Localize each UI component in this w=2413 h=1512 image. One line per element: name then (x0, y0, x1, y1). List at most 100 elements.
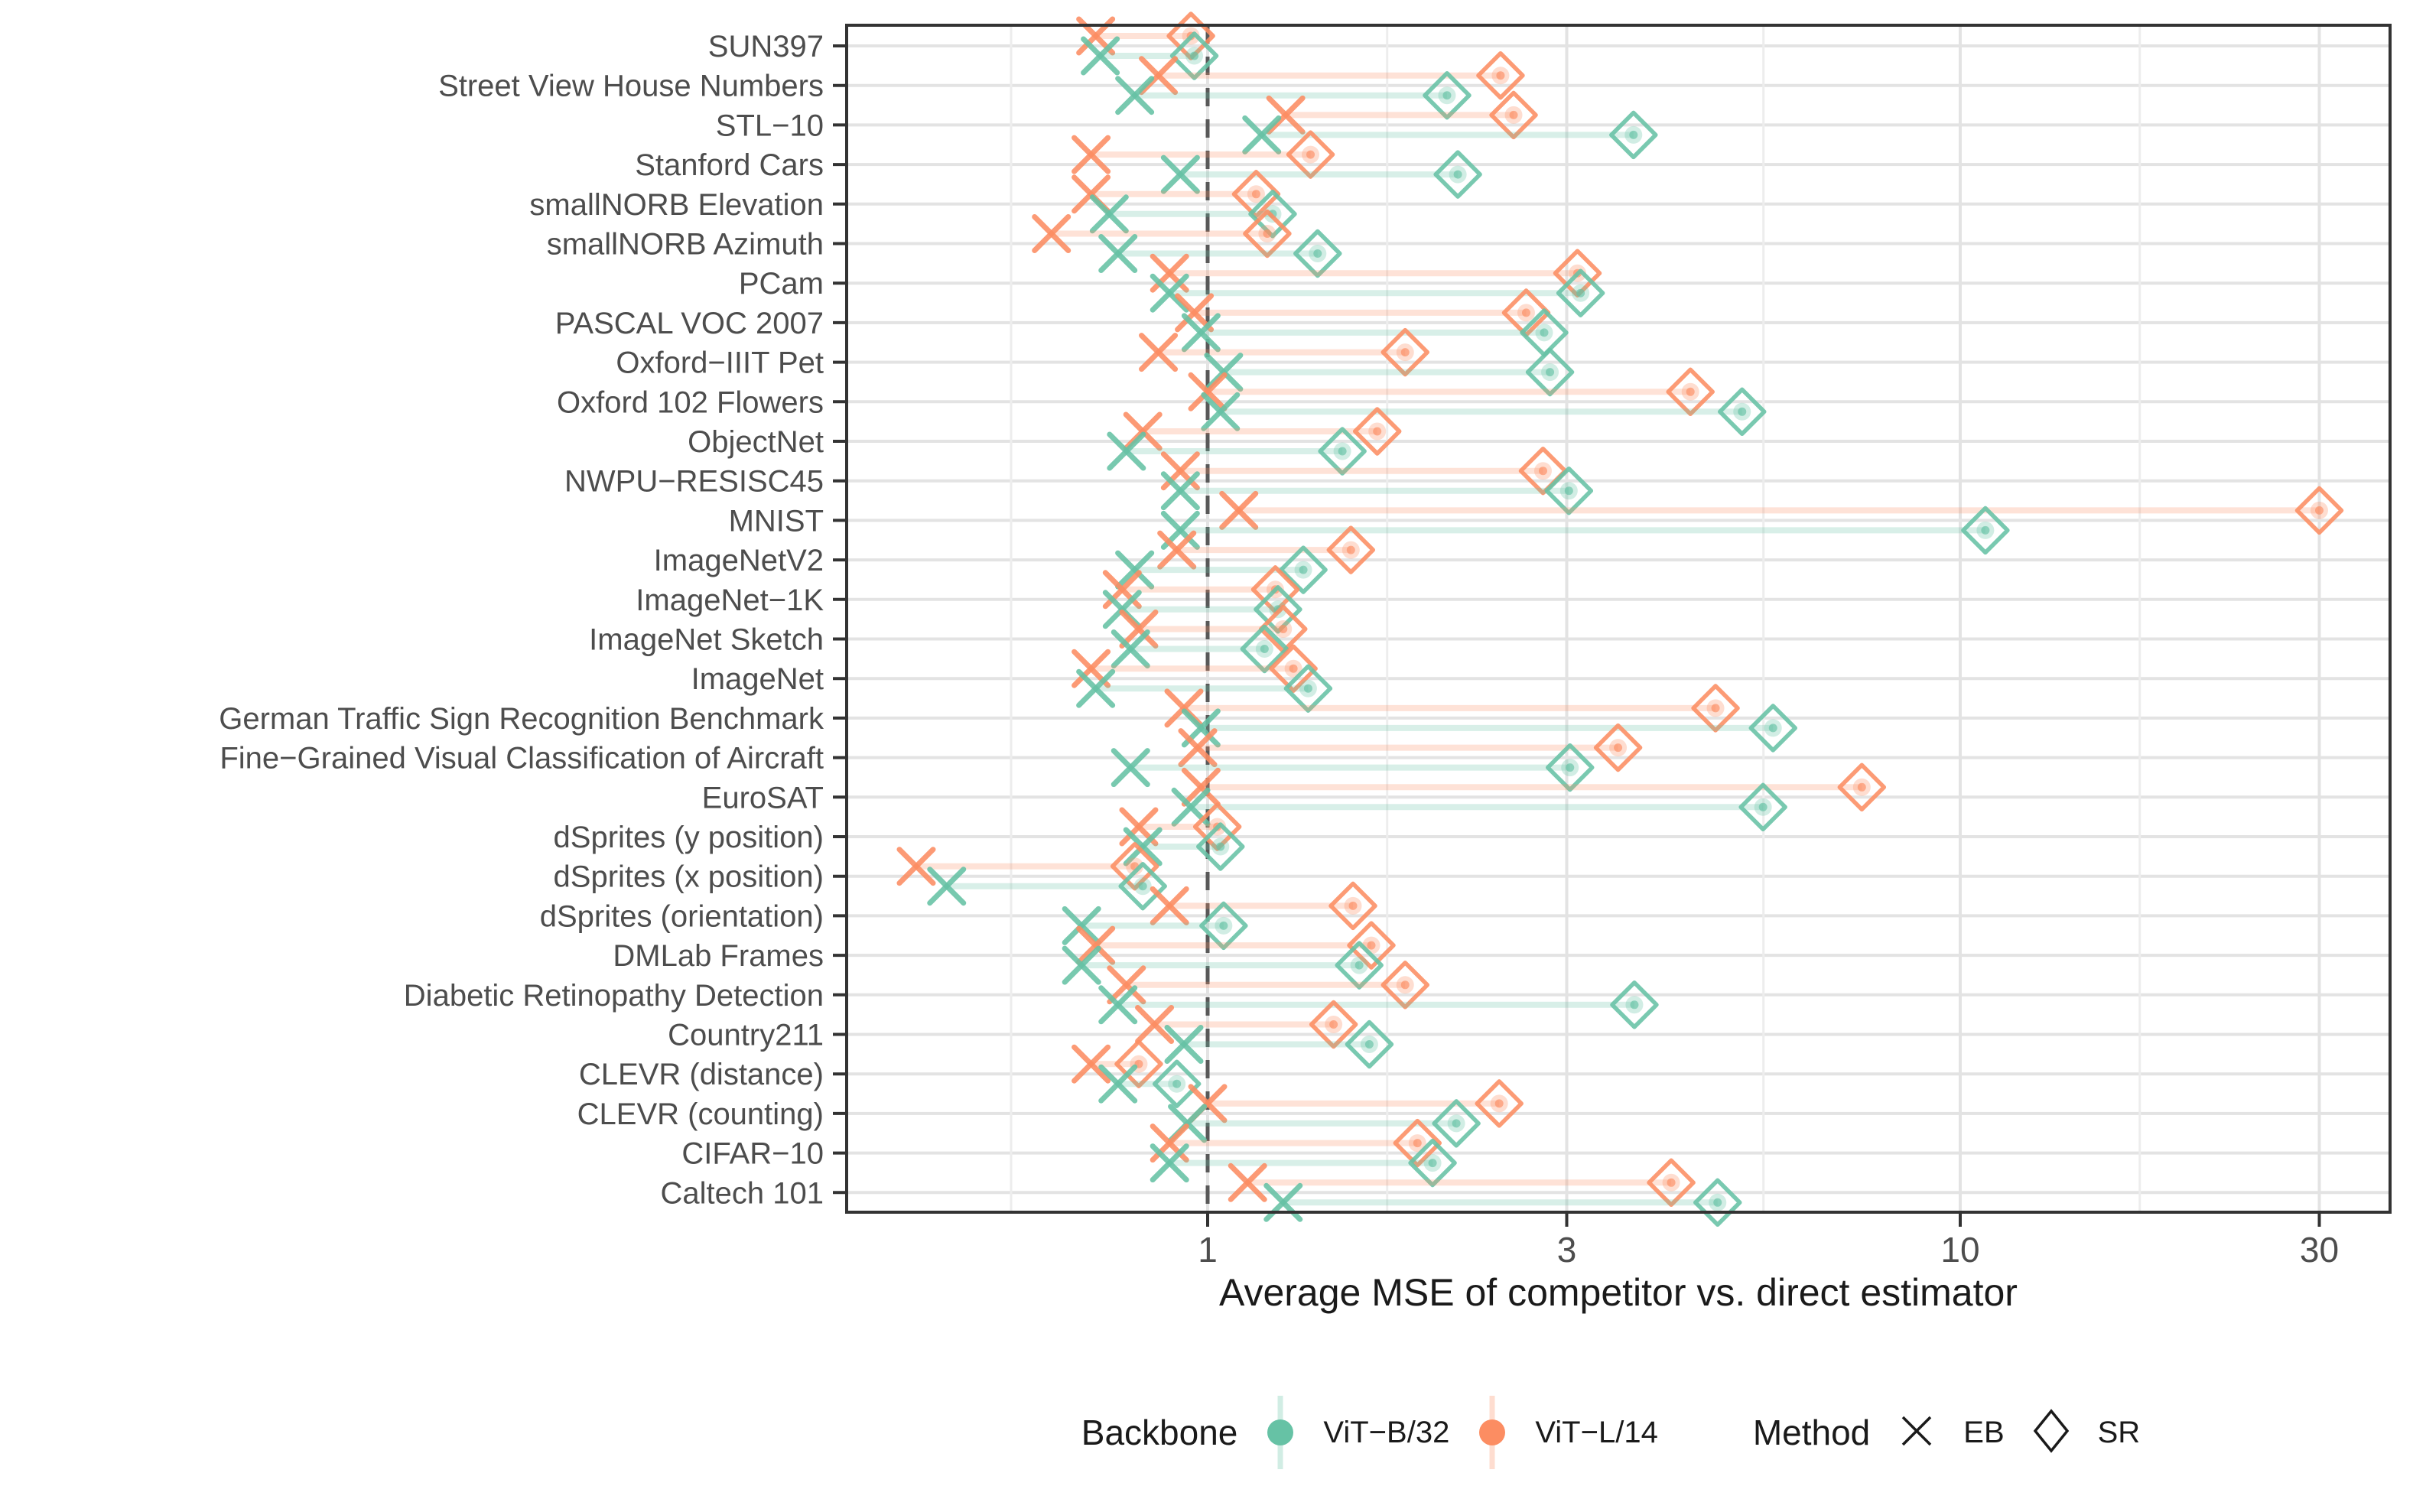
eb-x-marker (1098, 234, 1138, 273)
legend-backbone-label: ViT−B/32 (1323, 1415, 1450, 1449)
row-vitb32-marks (1160, 466, 1594, 515)
eb-x-marker (1181, 313, 1221, 353)
row-vitl14-marks (1188, 367, 1715, 417)
sr-dot (1263, 229, 1272, 238)
sr-dot (1172, 1079, 1182, 1088)
sr-dot (1713, 1198, 1722, 1207)
y-axis-label: Diabetic Retinopathy Detection (404, 979, 824, 1013)
eb-x-marker (1115, 76, 1155, 115)
sr-diamond-marker (1283, 664, 1333, 713)
sr-dot (1354, 961, 1364, 970)
eb-x-marker (1072, 1044, 1111, 1084)
row-vitl14-marks (1181, 763, 1887, 812)
eb-x-marker (1242, 115, 1282, 154)
marks (896, 11, 2344, 1227)
y-axis-label: PASCAL VOC 2007 (555, 307, 824, 340)
row-vitb32-marks (1062, 941, 1384, 990)
sr-diamond-marker (1423, 70, 1472, 120)
sr-diamond-marker (1748, 704, 1798, 753)
legend-method-label: SR (2097, 1415, 2141, 1449)
sr-diamond-marker (1196, 822, 1245, 871)
row-vitb32-marks (1168, 1099, 1481, 1148)
y-axis: SUN397 Street View House Numbers STL−10 Sta… (219, 30, 847, 1210)
eb-x-marker (1164, 1025, 1204, 1064)
sr-diamond-marker (1544, 466, 1594, 515)
eb-x-marker (1181, 767, 1221, 807)
sr-diamond-marker (1243, 209, 1292, 259)
eb-x-marker (1171, 787, 1211, 827)
sr-dot (1667, 1178, 1676, 1187)
eb-x-marker (1178, 728, 1218, 768)
sr-dot (1453, 170, 1462, 179)
sr-dot (1738, 407, 1747, 416)
backbone-dot-icon (1479, 1419, 1506, 1445)
row-vitb32-marks (1204, 347, 1575, 397)
sr-dot (1711, 704, 1720, 713)
eb-x-marker (1228, 1162, 1267, 1202)
row-vitb32-marks (1160, 506, 2010, 555)
x-axis-title: Average MSE of competitor vs. direct est… (1219, 1271, 2018, 1314)
sr-dot (1981, 525, 1990, 535)
sr-diamond-marker (1475, 1079, 1524, 1128)
sr-diamond-marker (1318, 427, 1367, 476)
sr-dot (1373, 427, 1382, 436)
sr-diamond-marker (1248, 190, 1297, 239)
y-axis-label: dSprites (x position) (554, 860, 824, 894)
row-vitl14-marks (1072, 130, 1335, 179)
sr-dot (1538, 467, 1547, 476)
eb-x-marker (1107, 965, 1146, 1005)
y-axis-label: smallNORB Azimuth (547, 228, 824, 262)
eb-x-marker (927, 867, 967, 906)
sr-dot (1367, 941, 1376, 950)
eb-x-marker (1123, 827, 1163, 867)
eb-x-icon (1896, 1408, 1937, 1458)
sr-diamond-marker (1691, 684, 1740, 733)
eb-x-marker (1188, 372, 1228, 411)
y-axis-label: Street View House Numbers (438, 70, 824, 103)
sr-dot (1546, 368, 1555, 377)
y-axis-label: ImageNet−1K (636, 584, 824, 617)
sr-dot (1413, 1139, 1422, 1148)
sr-dot (1138, 882, 1147, 891)
eb-x-marker (1115, 550, 1155, 590)
y-axis-label: ObjectNet (688, 425, 824, 459)
sr-dot (1576, 288, 1585, 298)
x-axis: 1 3 10 30 (1198, 1212, 2339, 1270)
y-axis-label: German Traffic Sign Recognition Benchmar… (219, 702, 824, 736)
sr-dot (1260, 645, 1269, 653)
eb-x-marker (1201, 392, 1241, 431)
sr-dot (1289, 664, 1298, 673)
y-axis-label: STL−10 (716, 109, 824, 142)
legend-key-vitb32 (1263, 1391, 1297, 1474)
eb-x-marker (1032, 214, 1072, 253)
eb-x-marker (1119, 807, 1159, 847)
sr-diamond-marker (1476, 50, 1525, 100)
row-vitb32-marks (1098, 980, 1659, 1029)
legend: Backbone ViT−B/32 ViT−L/14 Method EB SR (808, 1383, 2413, 1482)
sr-diamond-marker (1545, 743, 1595, 792)
sr-diamond-marker (1380, 961, 1430, 1010)
sr-dot (1521, 308, 1530, 317)
sr-diamond-marker (1293, 229, 1342, 278)
y-axis-label: MNIST (729, 504, 824, 538)
sr-dot (1346, 545, 1355, 554)
backbone-dot-icon (1267, 1419, 1294, 1445)
sr-diamond-marker (1433, 150, 1482, 199)
legend-backbone-title: Backbone (1081, 1413, 1238, 1452)
sr-diamond-marker (1326, 525, 1376, 574)
sr-dot (1251, 190, 1260, 199)
sr-diamond-marker (2294, 486, 2344, 535)
row-vitb32-marks (1062, 901, 1248, 951)
sr-dot (1190, 51, 1199, 60)
row-vitl14-marks (1135, 1000, 1358, 1049)
sr-diamond-marker (1666, 367, 1715, 417)
eb-x-marker (1076, 668, 1116, 708)
row-vitb32-marks (1076, 664, 1333, 713)
row-vitl14-marks (1072, 170, 1281, 219)
panel-border (845, 24, 2392, 1214)
sr-dot (1329, 1020, 1338, 1029)
y-axis-label: EuroSAT (702, 781, 824, 815)
sr-dot (1564, 486, 1573, 496)
sr-diamond-marker (1556, 268, 1605, 317)
